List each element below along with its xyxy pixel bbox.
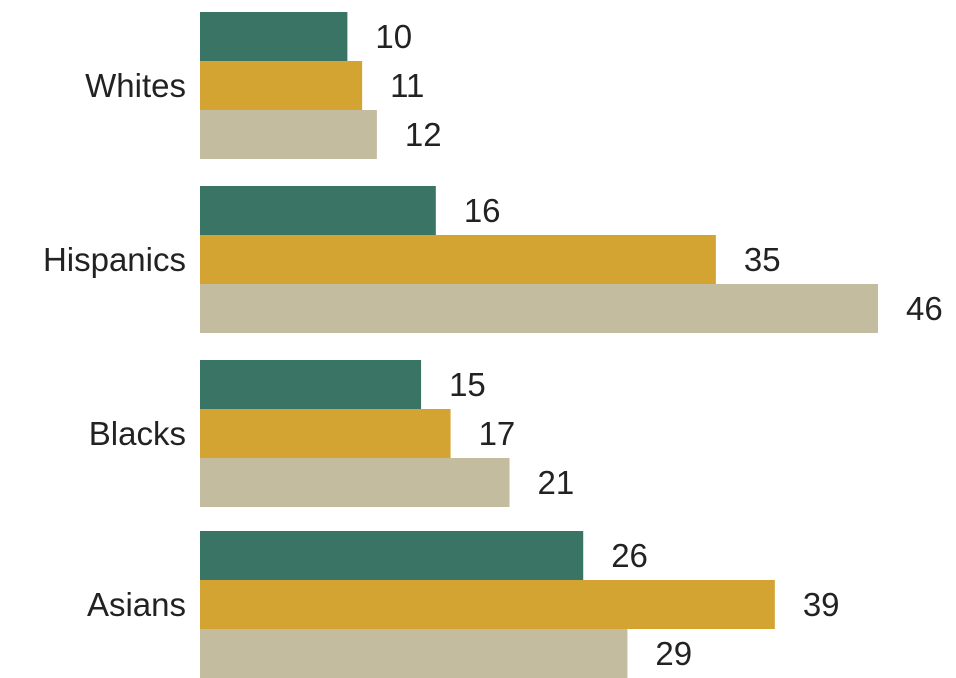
bar-hispanics-series-1 — [200, 186, 436, 235]
bar-whites-series-3 — [200, 110, 377, 159]
bar-whites-series-1 — [200, 12, 348, 61]
bar-group-blacks: Blacks 15 17 21 — [89, 360, 574, 507]
data-label: 26 — [611, 537, 648, 574]
data-label: 11 — [390, 67, 424, 104]
bar-asians-series-2 — [200, 580, 775, 629]
bar-group-asians: Asians 26 39 29 — [87, 531, 840, 678]
data-label: 17 — [479, 415, 516, 452]
bar-blacks-series-2 — [200, 409, 451, 458]
bar-hispanics-series-2 — [200, 235, 716, 284]
data-label: 29 — [655, 635, 692, 672]
category-label: Whites — [85, 67, 186, 104]
bar-hispanics-series-3 — [200, 284, 878, 333]
bar-whites-series-2 — [200, 61, 363, 110]
category-label: Blacks — [89, 415, 186, 452]
bar-asians-series-1 — [200, 531, 584, 580]
bar-group-hispanics: Hispanics 16 35 46 — [43, 186, 943, 333]
bar-group-whites: Whites 10 11 12 — [85, 12, 442, 159]
data-label: 12 — [405, 116, 442, 153]
data-label: 15 — [449, 366, 486, 403]
data-label: 21 — [538, 464, 575, 501]
data-label: 39 — [803, 586, 840, 623]
category-label: Asians — [87, 586, 186, 623]
bar-asians-series-3 — [200, 629, 628, 678]
data-label: 35 — [744, 241, 781, 278]
category-label: Hispanics — [43, 241, 186, 278]
data-label: 16 — [464, 192, 501, 229]
data-label: 10 — [375, 18, 412, 55]
data-label: 46 — [906, 290, 943, 327]
bar-blacks-series-1 — [200, 360, 422, 409]
bar-blacks-series-3 — [200, 458, 510, 507]
